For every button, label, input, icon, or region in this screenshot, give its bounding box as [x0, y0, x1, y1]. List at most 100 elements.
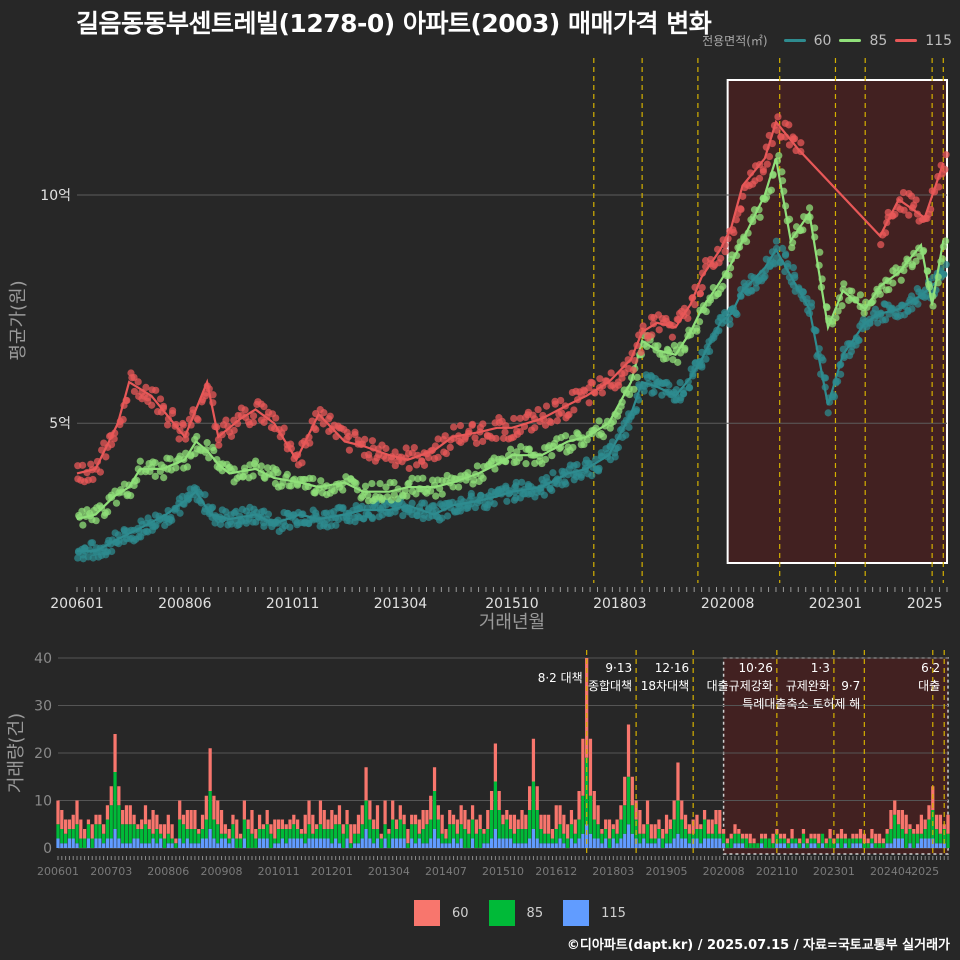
- volume-bar-85: [356, 833, 361, 844]
- volume-bar-60: [634, 800, 638, 820]
- scatter-point-60: [512, 482, 520, 490]
- legend-item-115: 115: [895, 33, 952, 49]
- volume-bar-115: [345, 838, 349, 848]
- scatter-point-85: [339, 486, 347, 494]
- volume-bar-60: [189, 810, 193, 829]
- series-line-60: [77, 247, 945, 553]
- volume-bar-60: [577, 791, 581, 820]
- volume-bar-115: [307, 838, 311, 848]
- series-line-115: [76, 119, 945, 475]
- volume-bar-60: [246, 819, 250, 829]
- scatter-point-85: [473, 462, 481, 470]
- volume-bar-85: [429, 819, 433, 839]
- scatter-point-115: [637, 348, 645, 356]
- volume-bar-60: [531, 738, 536, 782]
- legend-title: 전용면적(㎡): [702, 34, 768, 48]
- scatter-point-85: [725, 271, 733, 279]
- volume-bar-85: [870, 838, 874, 844]
- volume-bar-60: [284, 824, 288, 829]
- scatter-point-85: [160, 474, 168, 482]
- policy-annotation-label: 9·13: [605, 661, 632, 675]
- volume-bar-60: [946, 814, 950, 834]
- volume-bar-115: [265, 838, 269, 848]
- scatter-point-85: [848, 287, 856, 295]
- volume-x-tick-label: 201407: [425, 865, 467, 878]
- volume-bar-60: [151, 810, 155, 834]
- scatter-point-115: [773, 126, 781, 134]
- scatter-point-85: [681, 346, 689, 354]
- scatter-point-85: [860, 309, 868, 317]
- scatter-point-115: [107, 441, 116, 449]
- volume-bar-60: [67, 819, 72, 829]
- volume-bar-60: [406, 829, 410, 844]
- volume-bar-85: [98, 824, 102, 839]
- volume-bar-85: [128, 824, 132, 844]
- scatter-point-60: [942, 261, 950, 269]
- volume-bar-115: [592, 838, 596, 848]
- volume-x-tick-label: 201304: [368, 865, 410, 878]
- volume-bar-85: [250, 833, 254, 848]
- volume-bar-85: [919, 833, 923, 839]
- volume-bar-115: [326, 838, 330, 848]
- volume-bar-115: [318, 838, 323, 848]
- volume-bar-85: [893, 814, 897, 839]
- scatter-point-85: [419, 474, 427, 482]
- volume-bar-60: [295, 819, 300, 829]
- volume-bar-60: [90, 824, 94, 839]
- scatter-point-60: [588, 472, 596, 480]
- volume-bar-60: [124, 805, 129, 825]
- volume-bar-60: [334, 814, 338, 825]
- volume-bar-60: [524, 814, 528, 829]
- volume-bar-115: [790, 843, 794, 848]
- volume-bar-85: [585, 757, 589, 825]
- scatter-point-60: [540, 491, 548, 499]
- volume-bar-60: [345, 810, 349, 825]
- scatter-point-85: [151, 459, 159, 467]
- volume-bar-60: [896, 810, 901, 825]
- volume-bar-85: [341, 833, 345, 848]
- scatter-point-85: [104, 508, 112, 516]
- volume-bar-60: [257, 814, 262, 829]
- volume-y-tick-label: 40: [34, 651, 52, 667]
- scatter-point-85: [695, 318, 704, 326]
- volume-bar-60: [668, 819, 672, 829]
- volume-bar-115: [512, 843, 517, 848]
- volume-bar-85: [539, 829, 543, 844]
- volume-bar-60: [425, 810, 429, 825]
- policy-annotation-label: 9·7: [841, 679, 860, 693]
- scatter-point-115: [365, 450, 373, 459]
- volume-bar-85: [383, 824, 387, 839]
- scatter-point-85: [79, 521, 87, 529]
- volume-bar-85: [577, 819, 581, 839]
- volume-bar-60: [482, 829, 486, 834]
- volume-bar-60: [436, 805, 440, 820]
- scatter-point-115: [516, 428, 525, 436]
- volume-bar-60: [904, 814, 908, 834]
- scatter-point-60: [614, 443, 622, 452]
- scatter-point-115: [260, 418, 268, 426]
- volume-bar-85: [398, 819, 402, 839]
- volume-bar-85: [372, 829, 376, 844]
- volume-bar-85: [626, 776, 631, 825]
- volume-bar-60: [638, 810, 642, 834]
- scatter-point-115: [479, 437, 487, 446]
- volume-x-tick-label: 201905: [646, 865, 688, 878]
- x-tick-label: 200601: [50, 596, 103, 612]
- volume-bar-115: [257, 838, 262, 848]
- scatter-point-115: [130, 387, 139, 396]
- scatter-point-115: [163, 421, 172, 429]
- volume-bar-85: [238, 838, 243, 848]
- volume-bar-60: [337, 805, 342, 825]
- volume-bar-85: [649, 838, 653, 844]
- volume-bar-85: [661, 838, 665, 848]
- scatter-point-85: [856, 291, 865, 299]
- volume-bar-115: [889, 843, 893, 848]
- scatter-point-115: [790, 135, 799, 143]
- volume-bar-60: [75, 800, 79, 825]
- volume-bar-85: [257, 829, 262, 839]
- volume-bar-60: [98, 814, 102, 825]
- scatter-point-115: [402, 444, 410, 452]
- legend-item-60: 60: [783, 33, 831, 49]
- volume-bar-85: [265, 824, 269, 839]
- volume-bar-60: [105, 805, 110, 820]
